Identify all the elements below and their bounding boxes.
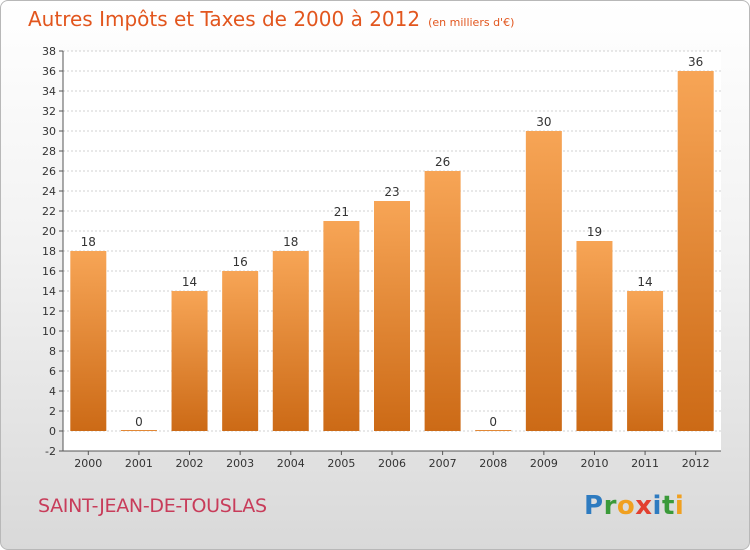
- y-tick-label: 36: [42, 65, 56, 78]
- x-tick-label: 2010: [580, 457, 608, 470]
- proxiti-logo: Proxiti: [584, 491, 684, 521]
- y-tick-label: 24: [42, 185, 56, 198]
- x-tick-label: 2006: [378, 457, 406, 470]
- commune-name: SAINT-JEAN-DE-TOUSLAS: [38, 495, 267, 517]
- data-label: 19: [587, 225, 602, 239]
- bar: [120, 430, 157, 431]
- data-label: 26: [435, 155, 450, 169]
- chart-title: Autres Impôts et Taxes de 2000 à 2012 (en…: [28, 7, 514, 31]
- bars: [70, 71, 714, 431]
- logo-letter: o: [616, 491, 636, 521]
- y-tick-label: 20: [42, 225, 56, 238]
- y-tick-label: -2: [45, 445, 56, 458]
- x-tick-label: 2002: [176, 457, 204, 470]
- data-label: 30: [536, 115, 551, 129]
- y-tick-label: 18: [42, 245, 56, 258]
- bar: [374, 201, 410, 431]
- data-label: 16: [233, 255, 248, 269]
- x-tick-label: 2005: [327, 457, 355, 470]
- x-tick-label: 2003: [226, 457, 254, 470]
- bar: [525, 131, 562, 431]
- bar: [70, 251, 107, 431]
- x-tick-label: 2007: [429, 457, 457, 470]
- y-tick-label: 26: [42, 165, 56, 178]
- data-label: 18: [283, 235, 298, 249]
- logo-letter: x: [635, 491, 653, 521]
- logo-letter: i: [652, 491, 662, 521]
- logo-letter: i: [674, 491, 685, 521]
- bar: [627, 291, 664, 431]
- labels: -202468101214161820222426283032343638182…: [42, 45, 710, 470]
- y-tick-label: 30: [42, 125, 56, 138]
- y-tick-label: 28: [42, 145, 56, 158]
- y-tick-label: 32: [42, 105, 56, 118]
- y-tick-label: 4: [49, 385, 56, 398]
- y-tick-label: 0: [49, 425, 56, 438]
- title-text: Autres Impôts et Taxes de 2000 à 2012: [28, 7, 421, 31]
- logo-letter: P: [584, 491, 604, 521]
- data-label: 14: [637, 275, 652, 289]
- bar: [171, 291, 208, 431]
- data-label: 21: [334, 205, 349, 219]
- x-tick-label: 2000: [74, 457, 102, 470]
- x-tick-label: 2008: [479, 457, 507, 470]
- y-tick-label: 12: [42, 305, 56, 318]
- logo-letter: t: [661, 491, 675, 521]
- data-label: 14: [182, 275, 197, 289]
- data-label: 18: [81, 235, 96, 249]
- bar: [475, 430, 512, 431]
- logo-letter: r: [603, 491, 617, 521]
- y-tick-label: 2: [49, 405, 56, 418]
- bar: [677, 71, 714, 431]
- bar: [222, 271, 259, 431]
- y-tick-label: 14: [42, 285, 56, 298]
- y-tick-label: 22: [42, 205, 56, 218]
- y-tick-label: 10: [42, 325, 56, 338]
- data-label: 23: [384, 185, 399, 199]
- bar: [272, 251, 309, 431]
- x-tick-label: 2011: [631, 457, 659, 470]
- y-tick-label: 34: [42, 85, 56, 98]
- x-tick-label: 2009: [530, 457, 558, 470]
- bar: [323, 221, 360, 431]
- x-tick-label: 2012: [682, 457, 710, 470]
- y-tick-label: 38: [42, 45, 56, 58]
- unit-label: (en milliers d'€): [428, 16, 515, 29]
- bar: [424, 171, 461, 431]
- data-label: 36: [688, 55, 703, 69]
- y-tick-label: 6: [49, 365, 56, 378]
- axes: [59, 50, 721, 455]
- y-tick-label: 16: [42, 265, 56, 278]
- data-label: 0: [135, 415, 143, 429]
- x-tick-label: 2001: [125, 457, 153, 470]
- data-label: 0: [489, 415, 497, 429]
- y-tick-label: 8: [49, 345, 56, 358]
- bar: [576, 241, 613, 431]
- x-tick-label: 2004: [277, 457, 305, 470]
